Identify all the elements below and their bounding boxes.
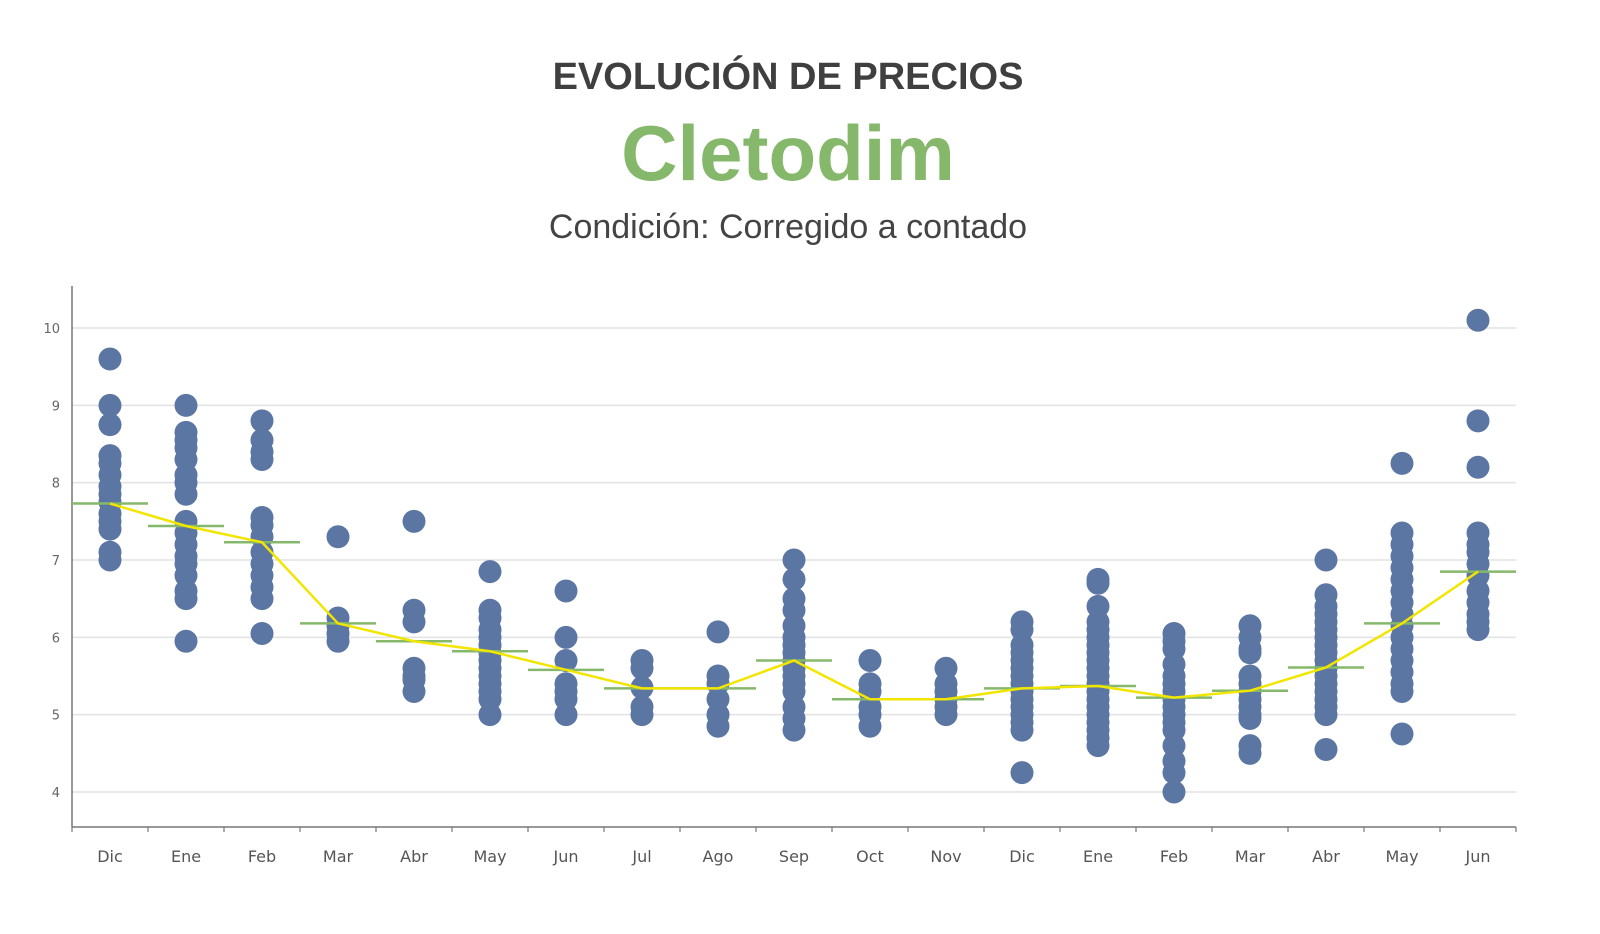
price-point bbox=[1238, 641, 1262, 665]
price-point bbox=[782, 548, 806, 572]
price-point bbox=[326, 525, 350, 549]
price-point bbox=[174, 629, 198, 653]
x-tick-label: Ago bbox=[703, 847, 734, 866]
condition-subtitle: Condición: Corregido a contado bbox=[548, 208, 1028, 246]
x-tick-label: May bbox=[1385, 847, 1418, 866]
price-point bbox=[858, 714, 882, 738]
x-tick-label: Nov bbox=[930, 847, 961, 866]
price-point bbox=[478, 703, 502, 727]
price-point bbox=[782, 567, 806, 591]
x-tick-label: Jun bbox=[553, 847, 579, 866]
price-point bbox=[98, 548, 122, 572]
x-tick-label: Mar bbox=[1235, 847, 1266, 866]
price-point bbox=[1390, 722, 1414, 746]
price-point bbox=[1314, 703, 1338, 727]
price-point bbox=[934, 703, 958, 727]
price-point bbox=[1466, 455, 1490, 479]
price-point bbox=[250, 621, 274, 645]
price-point bbox=[1314, 548, 1338, 572]
y-tick-label: 10 bbox=[43, 322, 60, 337]
x-tick-label: Ene bbox=[171, 847, 201, 866]
x-axis-ticks: Dic Ene Feb Mar Abr May Jun Jul Ago Sep Oct Nov Dic E… bbox=[71, 827, 1517, 866]
x-tick-label: Abr bbox=[1312, 847, 1340, 866]
average-line bbox=[109, 502, 1479, 701]
price-point bbox=[706, 714, 730, 738]
price-point bbox=[1010, 718, 1034, 742]
x-tick-label: May bbox=[473, 847, 506, 866]
price-point bbox=[554, 625, 578, 649]
price-point bbox=[402, 509, 426, 533]
price-point bbox=[98, 413, 122, 437]
price-point bbox=[706, 620, 730, 644]
price-point bbox=[174, 482, 198, 506]
price-point bbox=[98, 347, 122, 371]
price-point bbox=[554, 703, 578, 727]
x-tick-label: Dic bbox=[97, 847, 123, 866]
price-point bbox=[858, 649, 882, 673]
price-point bbox=[1390, 679, 1414, 703]
x-tick-label: Jun bbox=[1465, 847, 1491, 866]
y-tick-label: 9 bbox=[52, 399, 60, 414]
price-point bbox=[1162, 761, 1186, 785]
price-point bbox=[1390, 451, 1414, 475]
price-point bbox=[402, 610, 426, 634]
price-point bbox=[1466, 618, 1490, 642]
price-point bbox=[554, 579, 578, 603]
price-point bbox=[98, 393, 122, 417]
axes bbox=[71, 286, 1516, 828]
price-point bbox=[1238, 707, 1262, 731]
x-tick-label: Ene bbox=[1083, 847, 1113, 866]
price-point bbox=[174, 587, 198, 611]
price-point bbox=[1466, 308, 1490, 332]
x-tick-label: Feb bbox=[248, 847, 276, 866]
price-point bbox=[554, 649, 578, 673]
price-point bbox=[630, 703, 654, 727]
x-tick-label: Oct bbox=[856, 847, 884, 866]
y-tick-label: 5 bbox=[52, 709, 60, 724]
x-tick-label: Abr bbox=[400, 847, 428, 866]
y-tick-label: 6 bbox=[52, 631, 60, 646]
y-tick-label: 4 bbox=[52, 786, 60, 801]
price-points bbox=[98, 308, 1490, 804]
x-tick-label: Feb bbox=[1160, 847, 1188, 866]
price-point bbox=[1010, 761, 1034, 785]
x-tick-label: Jul bbox=[631, 847, 651, 866]
price-point bbox=[478, 560, 502, 584]
x-tick-label: Mar bbox=[323, 847, 354, 866]
price-point bbox=[630, 656, 654, 680]
price-point bbox=[402, 679, 426, 703]
price-point bbox=[250, 587, 274, 611]
price-point bbox=[782, 718, 806, 742]
price-point bbox=[326, 629, 350, 653]
y-tick-label: 7 bbox=[52, 554, 60, 569]
price-point bbox=[1086, 571, 1110, 595]
price-point bbox=[1086, 734, 1110, 758]
price-point bbox=[1314, 737, 1338, 761]
x-tick-label: Sep bbox=[779, 847, 809, 866]
product-name: Cletodim bbox=[621, 109, 955, 197]
price-point bbox=[1162, 780, 1186, 804]
average-line-group bbox=[109, 502, 1479, 701]
price-point bbox=[1238, 741, 1262, 765]
price-point bbox=[98, 517, 122, 541]
price-point bbox=[174, 393, 198, 417]
price-point bbox=[1466, 409, 1490, 433]
price-point bbox=[250, 409, 274, 433]
y-axis-ticks: 4 5 6 7 8 9 10 bbox=[43, 322, 60, 801]
y-tick-label: 8 bbox=[52, 477, 60, 492]
chart-title: EVOLUCIÓN DE PRECIOS bbox=[552, 56, 1024, 98]
price-point bbox=[250, 447, 274, 471]
x-tick-label: Dic bbox=[1009, 847, 1035, 866]
